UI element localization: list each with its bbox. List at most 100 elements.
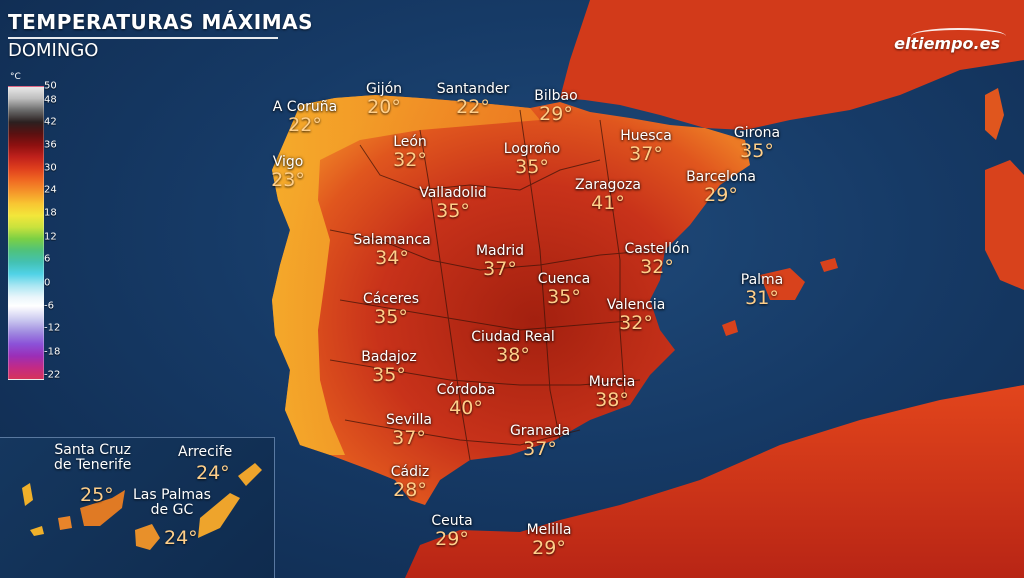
legend-tick: -18 xyxy=(44,346,61,358)
sardinia-island xyxy=(985,160,1024,290)
legend-tick: 24 xyxy=(44,184,57,196)
city-label: Girona 35° xyxy=(734,126,780,161)
france-landmass xyxy=(560,0,1024,130)
city-name: Valladolid xyxy=(419,185,487,201)
city-temperature: 32° xyxy=(393,149,427,171)
legend-tick: 48 xyxy=(44,94,57,106)
city-name: A Coruña xyxy=(272,99,338,115)
iberian-peninsula xyxy=(272,95,750,505)
city-label: Sevilla 37° xyxy=(386,413,432,448)
city-name: Valencia xyxy=(606,297,666,313)
city-name: Cuenca xyxy=(537,271,591,287)
mallorca-island xyxy=(760,268,805,300)
city-temperature: 38° xyxy=(496,344,530,366)
city-name: Ceuta xyxy=(431,513,473,529)
city-label: A Coruña 22° xyxy=(273,100,337,135)
canary-island-name: Santa Cruz de Tenerife xyxy=(54,442,132,473)
canary-island-name: Arrecife xyxy=(178,444,233,460)
city-name: Santander xyxy=(436,81,510,97)
city-label: Santander 22° xyxy=(437,82,510,117)
city-temperature: 40° xyxy=(449,397,483,419)
city-temperature: 35° xyxy=(740,140,774,162)
city-temperature: 31° xyxy=(745,287,779,309)
city-temperature: 22° xyxy=(456,96,490,118)
legend-tick: 0 xyxy=(44,277,51,289)
city-label: Logroño 35° xyxy=(504,142,560,177)
city-label: Palma 31° xyxy=(741,273,784,308)
city-temperature: 29° xyxy=(435,528,469,550)
city-label: León 32° xyxy=(393,135,427,170)
brand-logo: eltiempo.es xyxy=(894,34,1000,53)
canary-islands-map xyxy=(22,463,262,550)
city-name: Castellón xyxy=(624,241,690,257)
canary-islands-inset xyxy=(0,437,275,578)
city-temperature: 35° xyxy=(372,364,406,386)
legend-tick: 30 xyxy=(44,162,57,174)
city-temperature: 37° xyxy=(523,438,557,460)
legend-tick: -12 xyxy=(44,322,61,334)
fuerteventura-island xyxy=(198,493,240,538)
city-temperature: 28° xyxy=(393,479,427,501)
city-label: Badajoz 35° xyxy=(361,350,416,385)
legend-unit: °C xyxy=(10,72,21,82)
city-label: Córdoba 40° xyxy=(437,383,496,418)
city-label: Ciudad Real 38° xyxy=(471,330,555,365)
la-palma-island xyxy=(22,483,33,506)
city-name: Salamanca xyxy=(353,232,431,248)
province-borders xyxy=(329,109,661,461)
city-temperature: 35° xyxy=(515,156,549,178)
brand-swoosh-icon xyxy=(911,28,1006,44)
legend-tick: 6 xyxy=(44,253,51,265)
legend-tick: 12 xyxy=(44,231,57,243)
city-name: Murcia xyxy=(588,374,636,390)
city-name: Sevilla xyxy=(385,412,433,428)
city-label: Melilla 29° xyxy=(527,523,572,558)
city-name: Huesca xyxy=(620,128,672,144)
city-label: Granada 37° xyxy=(510,424,570,459)
page-subtitle: DOMINGO xyxy=(8,40,99,61)
city-label: Bilbao 29° xyxy=(534,89,577,124)
legend-tick: -6 xyxy=(44,300,54,312)
legend-tick: 50 xyxy=(44,80,57,92)
city-temperature: 38° xyxy=(595,389,629,411)
city-label: Gijón 20° xyxy=(366,82,402,117)
city-temperature: 32° xyxy=(640,256,674,278)
city-temperature: 29° xyxy=(539,103,573,125)
el-hierro-island xyxy=(30,526,44,536)
legend-color-scale xyxy=(8,86,44,380)
city-name: Bilbao xyxy=(534,88,578,104)
legend-tick: 42 xyxy=(44,116,57,128)
city-temperature: 35° xyxy=(547,286,581,308)
city-name: Zaragoza xyxy=(575,177,641,193)
city-label: Huesca 37° xyxy=(620,129,672,164)
city-temperature: 41° xyxy=(591,192,625,214)
legend-tick: 36 xyxy=(44,139,57,151)
city-label: Barcelona 29° xyxy=(686,170,756,205)
city-name: Gijón xyxy=(365,81,403,97)
city-name: León xyxy=(393,134,427,150)
city-temperature: 22° xyxy=(288,114,322,136)
city-name: Cáceres xyxy=(362,291,420,307)
canary-island-temperature: 25° xyxy=(80,484,114,506)
corsica-island xyxy=(985,88,1004,140)
temperature-legend xyxy=(8,86,44,380)
ibiza-island xyxy=(722,320,738,336)
atlantic-coast-band xyxy=(272,95,540,455)
title-underline xyxy=(8,37,278,39)
city-name: Cádiz xyxy=(390,464,430,480)
city-label: Cáceres 35° xyxy=(363,292,419,327)
lanzarote-island xyxy=(238,463,262,486)
city-name: Vigo xyxy=(272,154,304,170)
city-temperature: 32° xyxy=(619,312,653,334)
city-temperature: 37° xyxy=(392,427,426,449)
city-label: Castellón 32° xyxy=(625,242,690,277)
city-temperature: 29° xyxy=(704,184,738,206)
city-label: Zaragoza 41° xyxy=(575,178,641,213)
city-temperature: 37° xyxy=(629,143,663,165)
page-title: TEMPERATURAS MÁXIMAS xyxy=(8,10,314,34)
city-temperature: 35° xyxy=(374,306,408,328)
legend-tick: 18 xyxy=(44,207,57,219)
city-temperature: 34° xyxy=(375,247,409,269)
tenerife-island xyxy=(80,490,125,526)
